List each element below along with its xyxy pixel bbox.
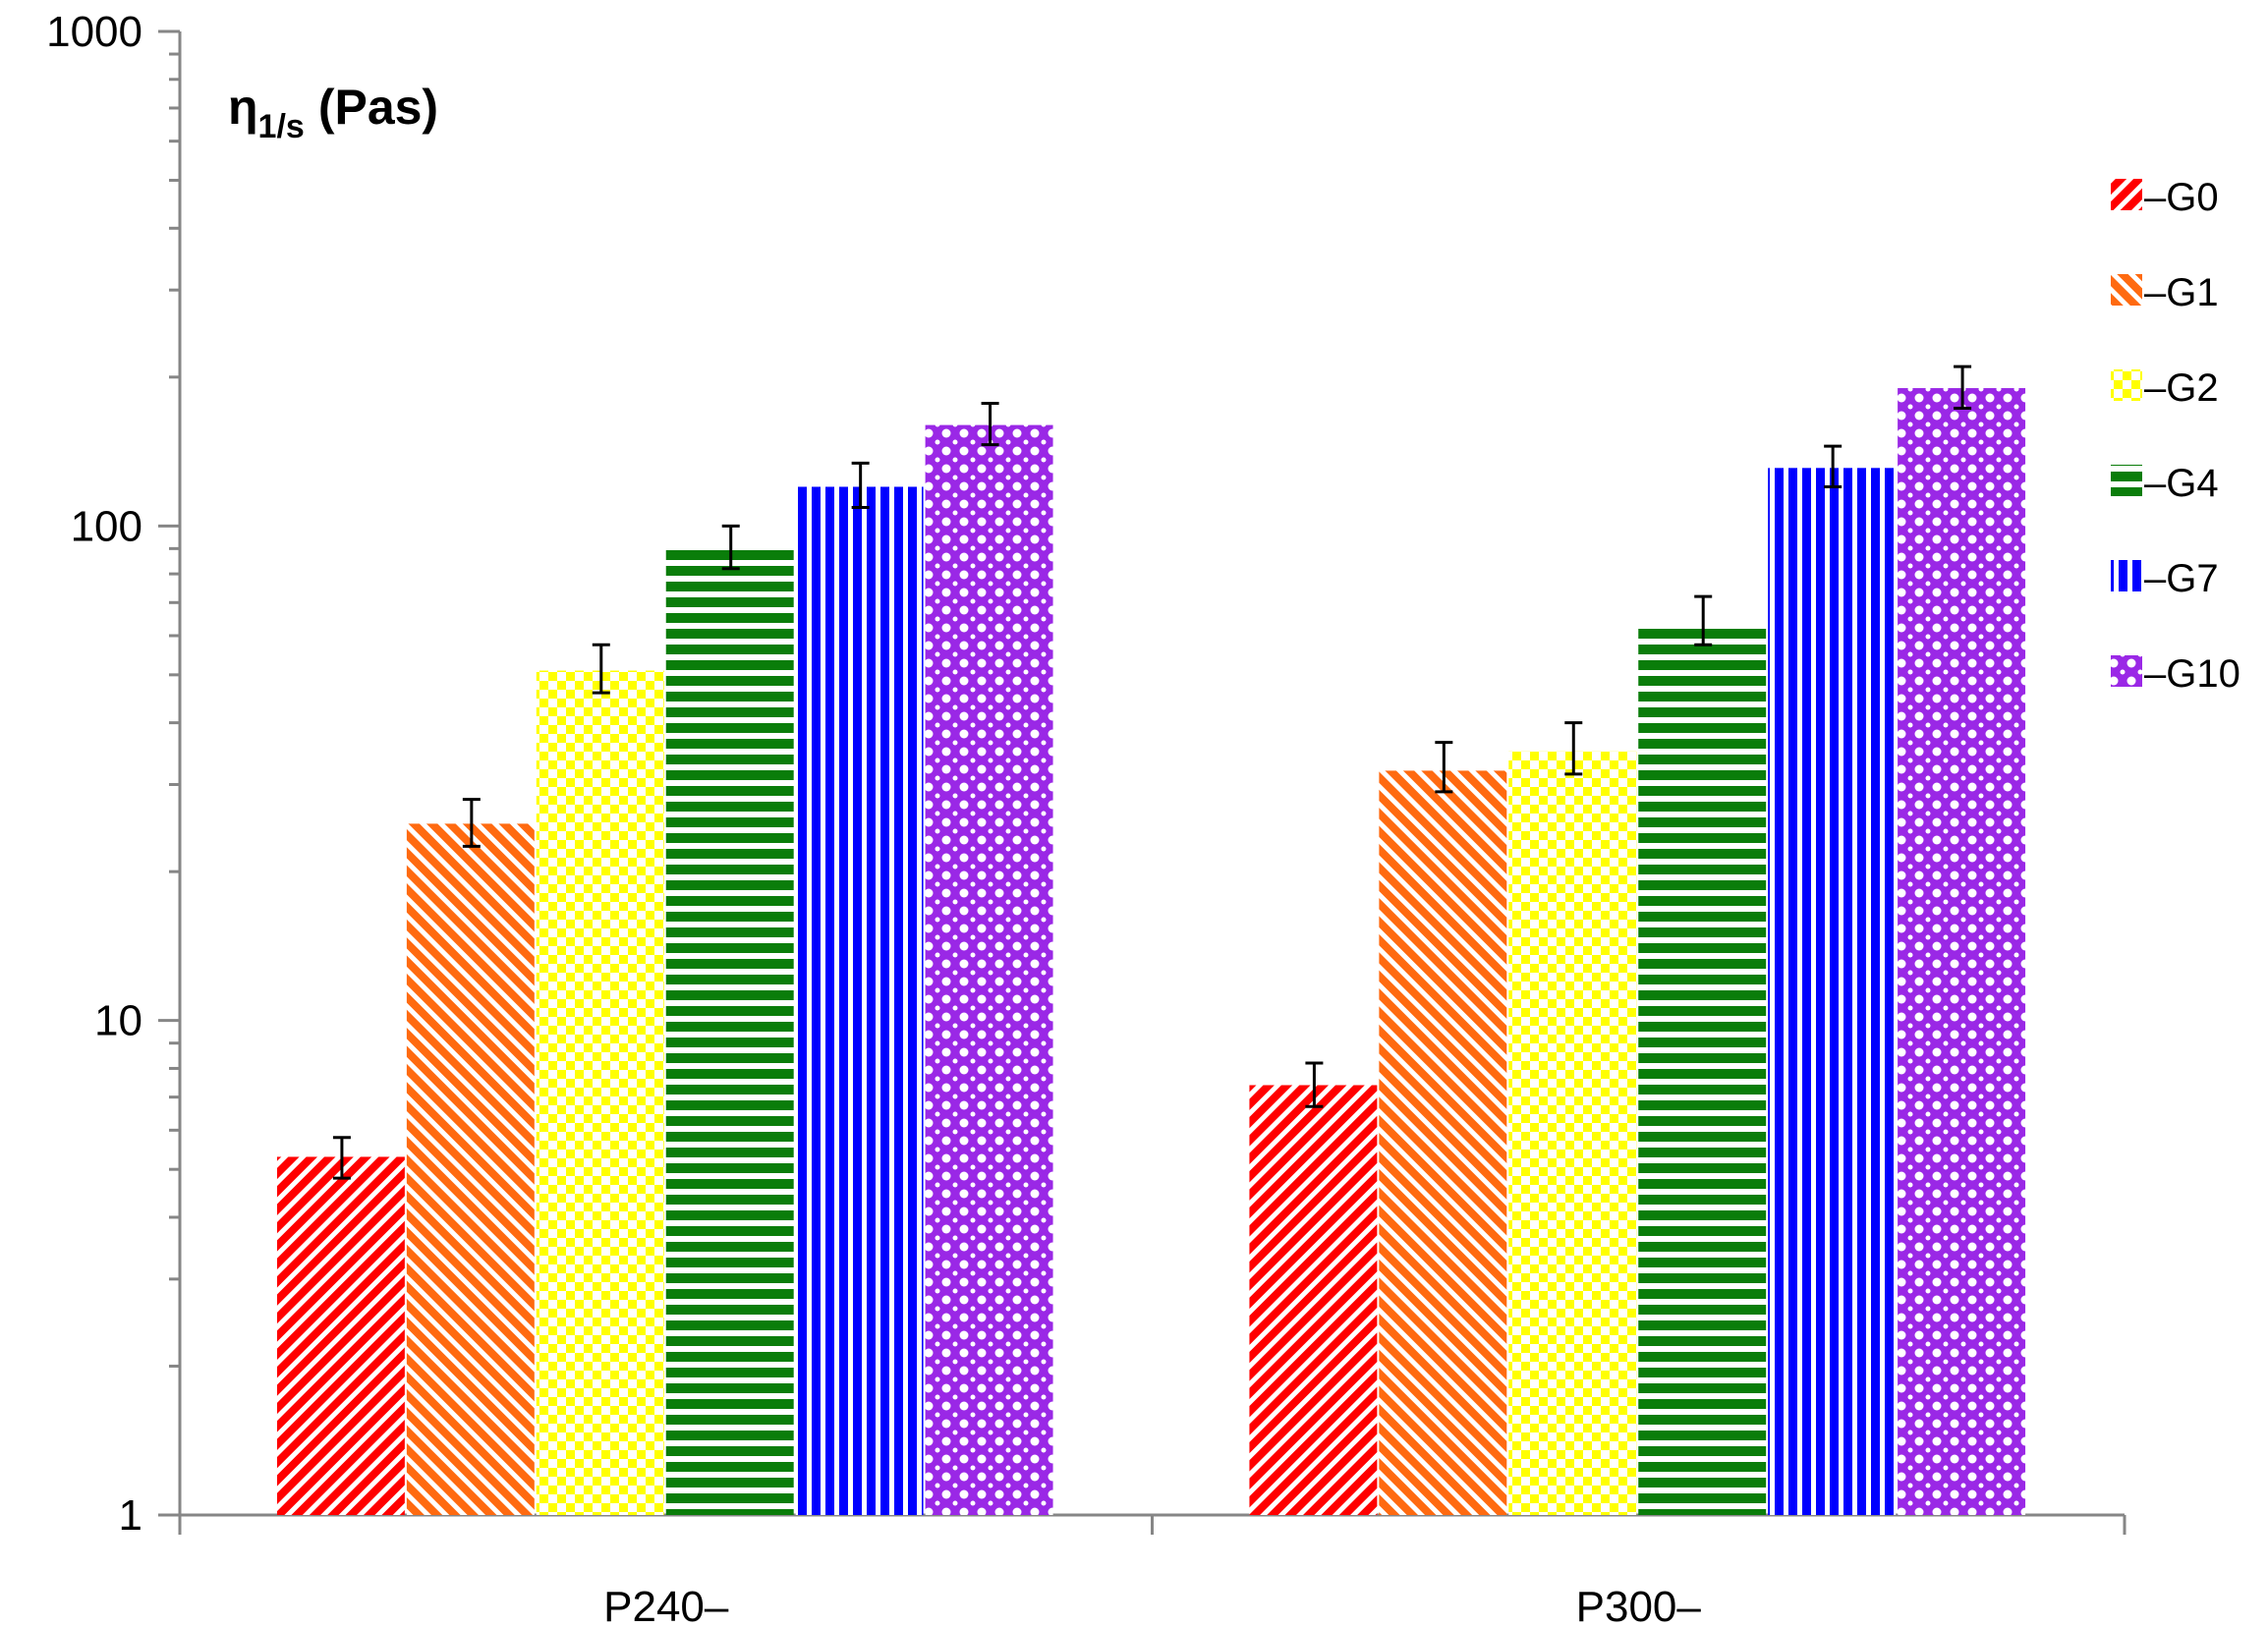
bar-g1-1: [1379, 770, 1507, 1515]
legend-swatch: [2111, 274, 2142, 306]
y-tick-label: 100: [71, 502, 142, 550]
legend-label: –G0: [2144, 176, 2219, 219]
x-category-label: P240–: [603, 1583, 729, 1628]
legend-swatch: [2111, 465, 2142, 496]
error-bars: [332, 365, 1972, 1180]
bar-g10-0: [925, 424, 1053, 1515]
bar-g4-1: [1638, 625, 1767, 1515]
bar-g2-1: [1508, 751, 1637, 1515]
bar-g0-0: [276, 1156, 405, 1515]
legend: –G0 –G1 –G2 –G4 –G7 –G10: [2111, 176, 2240, 696]
legend-swatch: [2111, 369, 2142, 401]
legend-swatch: [2111, 655, 2142, 687]
x-category-label: P300–: [1576, 1583, 1702, 1628]
legend-label: –G2: [2144, 366, 2219, 410]
bar-g7-1: [1768, 468, 1897, 1516]
y-tick-label: 1000: [46, 8, 142, 56]
y-tick-label: 10: [94, 997, 142, 1045]
legend-label: –G1: [2144, 271, 2219, 314]
y-tick-label: 1: [119, 1491, 142, 1540]
legend-swatch: [2111, 560, 2142, 591]
bar-g7-0: [795, 486, 924, 1515]
bars: [276, 388, 2026, 1516]
legend-label: –G10: [2144, 652, 2240, 696]
y-axis-title: η1/s (Pas): [228, 80, 438, 145]
bar-g1-0: [406, 823, 535, 1515]
legend-label: –G4: [2144, 462, 2219, 505]
bar-g0-1: [1249, 1085, 1378, 1515]
legend-swatch: [2111, 179, 2142, 210]
bar-g4-0: [665, 548, 794, 1515]
bar-g10-1: [1898, 388, 2026, 1515]
legend-label: –G7: [2144, 557, 2219, 600]
bar-g2-0: [536, 670, 664, 1515]
